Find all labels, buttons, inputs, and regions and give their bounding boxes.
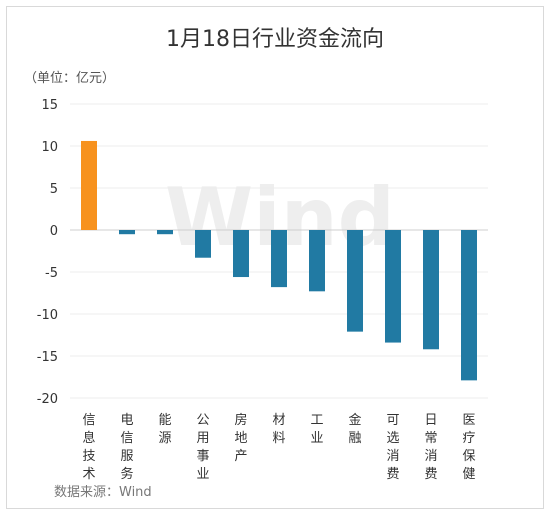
x-category-label: 日常消费 (424, 413, 437, 482)
bar (157, 230, 173, 235)
chart-title: 1月18日行业资金流向 (166, 27, 384, 52)
bar (233, 230, 249, 278)
bar (385, 230, 401, 343)
x-category-label: 电信服务 (120, 413, 133, 482)
y-tick-label: 10 (41, 140, 58, 155)
x-category-label: 房地产 (234, 412, 247, 464)
bar (195, 230, 211, 258)
bar (347, 230, 363, 332)
bar (119, 230, 135, 235)
bar (81, 140, 97, 230)
bar (461, 230, 477, 381)
x-category-label: 金融 (348, 412, 361, 446)
y-tick-label: 5 (50, 182, 58, 197)
x-category-label: 能源 (158, 413, 171, 446)
y-tick-label: -5 (45, 266, 58, 281)
x-category-label: 可选消费 (386, 413, 399, 482)
bar (423, 230, 439, 350)
bar (271, 230, 287, 288)
y-tick-label: 15 (41, 98, 58, 113)
y-tick-label: -20 (37, 392, 58, 407)
x-category-label: 材料 (272, 413, 285, 446)
bar (309, 230, 325, 292)
unit-label: （单位：亿元） (24, 71, 115, 86)
y-tick-label: -10 (37, 308, 58, 323)
source-label: 数据来源：Wind (54, 485, 152, 500)
y-tick-label: -15 (37, 350, 58, 365)
x-category-label: 信息技术 (82, 413, 95, 482)
x-category-label: 医疗保健 (462, 413, 475, 482)
x-category-label: 公用事业 (196, 413, 209, 482)
y-tick-label: 0 (50, 224, 58, 239)
x-category-label: 工业 (310, 413, 323, 446)
